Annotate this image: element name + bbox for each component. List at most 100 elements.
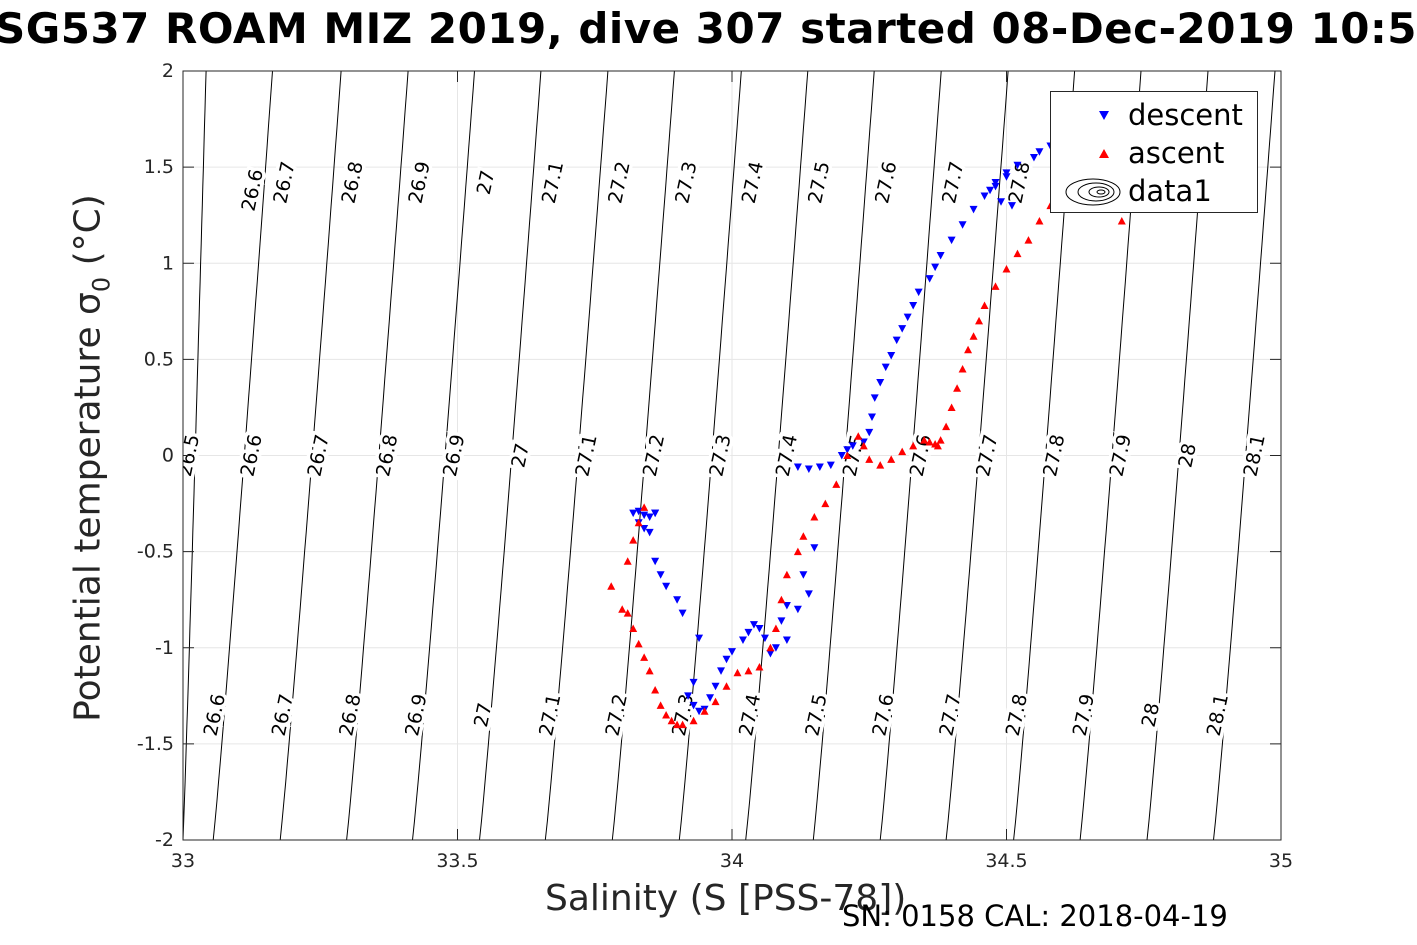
legend-item-ascent[interactable]: ascent [1051,134,1257,172]
ascent-marker [1002,265,1011,273]
descent-marker [925,275,934,283]
ascent-marker [810,513,819,521]
y-tick-label: 1 [162,252,174,274]
ascent-marker [1013,249,1022,258]
ascent-marker [733,668,742,677]
y-tick-label: 0 [162,445,174,467]
isopycnal-27 [479,71,542,840]
descent-marker [1002,169,1011,177]
descent-marker [986,186,995,195]
descent-marker [684,692,693,700]
ascent-marker [711,697,720,706]
ascent-marker [865,455,874,463]
ascent-marker [640,503,649,511]
triangle-down-icon [1099,111,1109,120]
descent-marker [755,625,764,633]
x-tick-label: 33 [171,850,195,872]
legend-item-descent[interactable]: descent [1051,96,1257,134]
descent-marker [881,363,890,372]
ascent-marker [673,720,682,729]
descent-marker [673,596,682,604]
y-tick-label: -1.5 [137,733,174,755]
y-tick-label: 2 [162,60,174,82]
descent-marker [793,463,802,472]
isopycnal-27.3 [678,71,742,840]
x-tick-label: 34.5 [985,850,1027,872]
descent-marker [645,528,654,537]
descent-marker [645,513,654,522]
y-axis-label: Potential temperature σ0 (°C) [67,194,116,722]
ascent-marker [969,332,978,340]
descent-marker [640,525,649,533]
descent-marker [689,701,698,710]
ascent-marker [607,582,616,590]
descent-marker [903,313,912,322]
descent-marker [914,288,923,297]
y-tick-label: 0.5 [144,348,174,370]
isopycnal-26.9 [412,71,475,840]
descent-marker [1002,173,1011,181]
descent-marker [744,628,753,637]
ascent-marker [843,451,852,459]
descent-marker [678,609,687,618]
descent-marker [991,182,1000,191]
descent-marker [640,511,649,520]
descent-marker [931,263,940,272]
legend[interactable]: descent ascent data1 [1050,91,1258,213]
ascent-marker [821,499,830,508]
ascent-marker [651,686,660,694]
descent-marker [695,634,704,643]
descent-marker [936,252,945,260]
descent-marker [1007,202,1016,210]
ascent-marker [953,384,962,392]
ascent-marker [744,666,753,675]
legend-item-data1[interactable]: data1 [1051,172,1257,210]
ascent-marker [832,480,841,488]
isopycnal-27.6 [879,71,942,840]
ascent-marker [629,624,638,633]
x-tick-label: 35 [1269,850,1293,872]
descent-marker [870,394,879,402]
descent-marker [837,452,846,460]
ascent-marker [799,532,808,540]
x-tick-label: 34 [720,850,744,872]
ascent-marker [640,653,649,661]
descent-marker [997,198,1006,206]
descent-marker [777,617,786,625]
descent-marker [876,378,885,387]
descent-marker [738,636,747,645]
descent-marker [722,655,731,664]
ascent-marker [1024,236,1033,244]
descent-marker [865,428,874,437]
descent-marker [766,650,775,658]
y-axis-label-unit: (°C) [67,194,109,266]
descent-marker [749,621,758,629]
ascent-marker [947,403,956,411]
ascent-marker [1035,216,1044,225]
descent-marker [867,413,876,422]
ascent-marker [975,316,984,325]
ascent-marker [645,666,654,675]
x-tick-label: 33.5 [436,850,478,872]
descent-marker [887,352,896,360]
descent-marker [1029,154,1038,162]
ascent-marker [618,605,627,613]
descent-marker [711,682,720,691]
descent-marker [1035,148,1044,156]
ascent-marker [700,707,709,715]
descent-marker [656,571,665,579]
descent-marker [898,325,907,333]
ascent-marker [755,662,764,671]
ascent-marker [782,570,791,579]
ascent-marker [634,639,643,648]
ascent-marker [678,720,687,729]
descent-marker [991,179,1000,187]
descent-marker [695,707,704,716]
descent-marker [771,644,780,652]
ascent-marker [656,701,665,709]
descent-marker [826,461,835,470]
isopycnal-26.6 [212,71,273,840]
isopycnal-27.4 [745,71,809,840]
legend-label-descent: descent [1128,98,1243,132]
ascent-marker [623,557,632,565]
